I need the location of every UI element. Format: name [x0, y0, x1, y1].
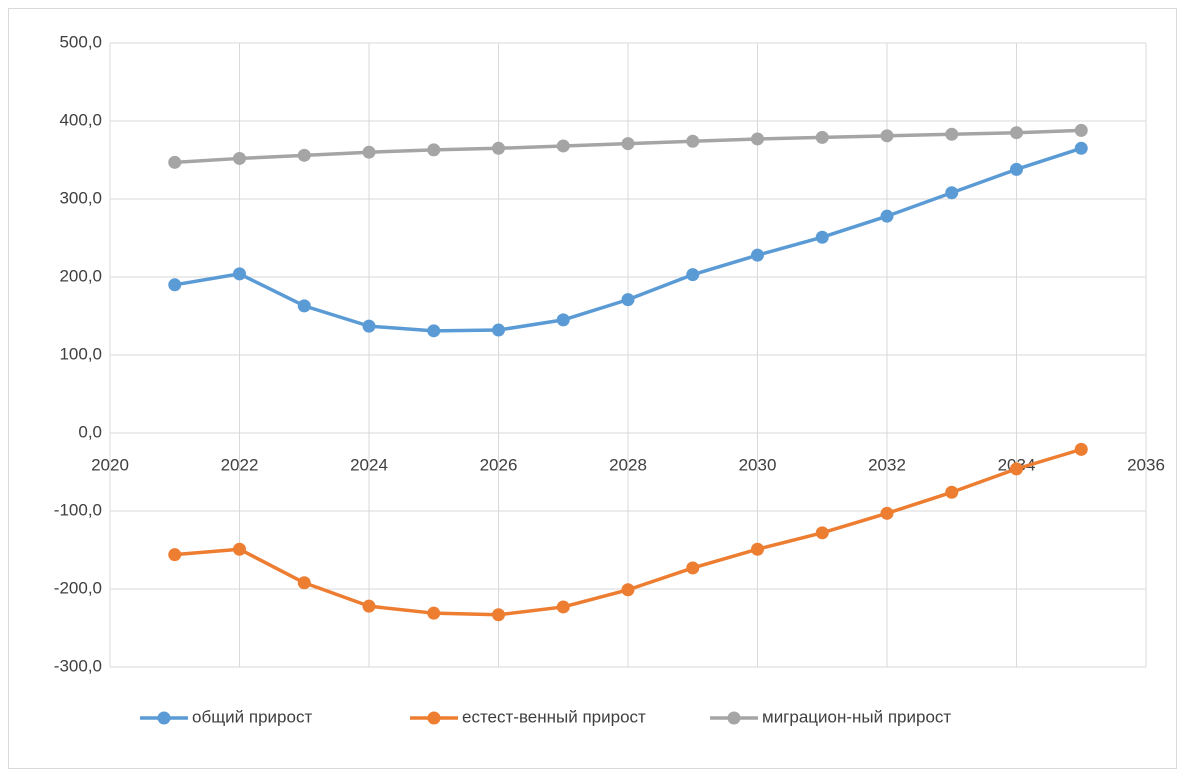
point: [362, 319, 376, 333]
point: [1074, 123, 1088, 137]
point: [1074, 141, 1088, 155]
point: [686, 268, 700, 282]
point: [751, 132, 764, 146]
legend-label: общий прирост: [192, 707, 312, 726]
point: [1010, 162, 1023, 176]
point: [233, 151, 246, 165]
point: [492, 323, 505, 337]
point: [686, 561, 700, 575]
chart-frame: [8, 8, 1177, 769]
legend-label: естест-венный прирост: [462, 707, 646, 726]
x-tick-label: 2036: [1127, 455, 1165, 474]
y-tick-label: 200,0: [59, 266, 102, 285]
point: [492, 141, 505, 155]
point: [168, 548, 182, 562]
point: [1074, 442, 1088, 456]
point: [815, 130, 829, 144]
point: [427, 143, 441, 157]
y-tick-label: 0,0: [78, 422, 102, 441]
point: [945, 186, 959, 200]
legend-marker: [427, 711, 441, 725]
x-tick-label: 2028: [609, 455, 647, 474]
x-tick-label: 2020: [91, 455, 129, 474]
x-tick-label: 2032: [868, 455, 906, 474]
point: [621, 137, 635, 151]
legend-marker: [157, 711, 171, 725]
point: [1010, 126, 1023, 140]
point: [556, 139, 570, 153]
point: [427, 324, 441, 338]
point: [492, 608, 505, 622]
x-tick-label: 2026: [480, 455, 518, 474]
point: [297, 299, 311, 313]
point: [427, 606, 441, 620]
x-tick-label: 2030: [739, 455, 777, 474]
point: [880, 209, 894, 223]
point: [945, 485, 959, 499]
point: [233, 542, 246, 556]
point: [880, 506, 894, 520]
point: [297, 148, 311, 162]
point: [751, 542, 764, 556]
point: [621, 293, 635, 307]
point: [815, 526, 829, 540]
y-tick-label: 100,0: [59, 344, 102, 363]
point: [297, 576, 311, 590]
point: [168, 278, 182, 292]
point: [556, 313, 570, 327]
point: [233, 267, 246, 281]
point: [362, 599, 376, 613]
point: [686, 134, 700, 148]
point: [1010, 462, 1023, 476]
x-tick-label: 2022: [221, 455, 259, 474]
point: [362, 145, 376, 159]
x-tick-label: 2024: [350, 455, 388, 474]
point: [751, 248, 764, 262]
y-tick-label: 300,0: [59, 188, 102, 207]
y-tick-label: -100,0: [54, 500, 102, 519]
y-tick-label: -200,0: [54, 578, 102, 597]
legend-label: миграцион-ный прирост: [762, 707, 951, 726]
point: [168, 155, 182, 169]
point: [880, 129, 894, 143]
point: [556, 600, 570, 614]
point: [815, 230, 829, 244]
y-tick-label: -300,0: [54, 656, 102, 675]
point: [945, 127, 959, 141]
point: [621, 583, 635, 597]
y-tick-label: 400,0: [59, 110, 102, 129]
legend-marker: [727, 711, 741, 725]
y-tick-label: 500,0: [59, 32, 102, 51]
